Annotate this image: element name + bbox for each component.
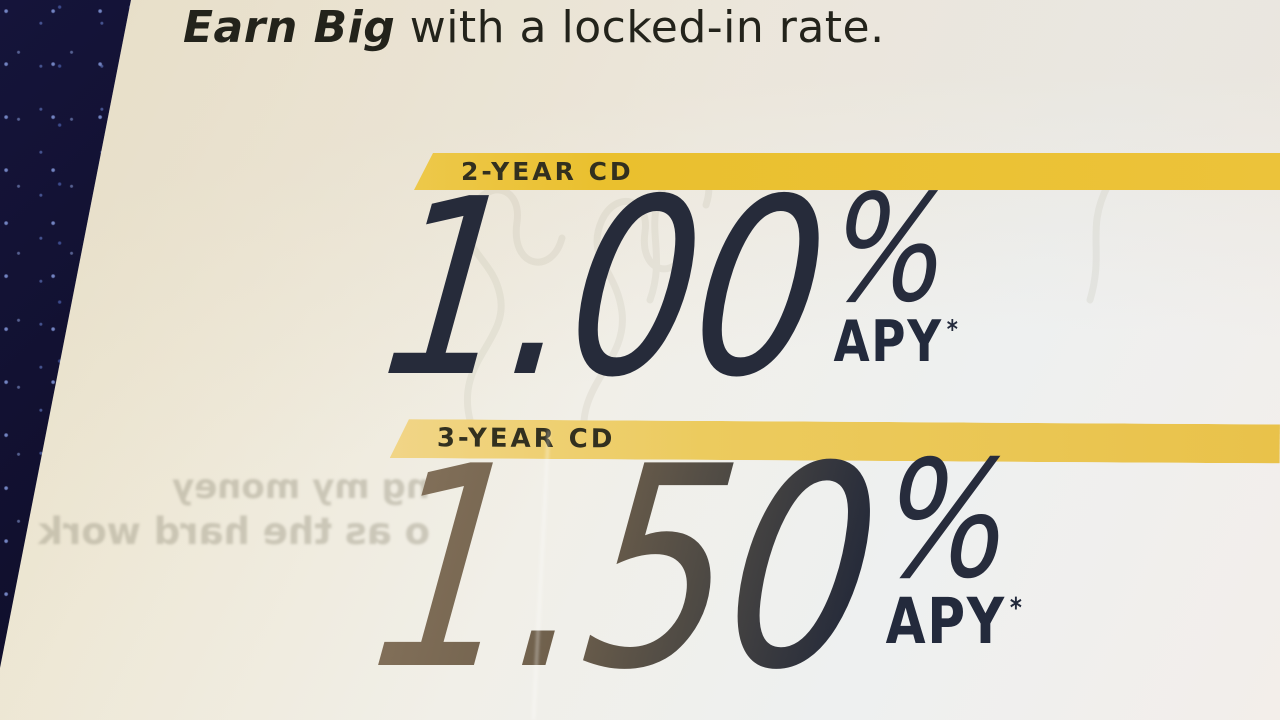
rate-lockup-3-year: 1.50 % APY * [359,407,1022,720]
percent-sign: % [877,427,1020,615]
headline: Earn Big with a locked-in rate. [183,2,885,53]
apy-label: APY [833,309,943,376]
footnote-asterisk: * [1009,591,1022,625]
term-banner-2-year: 2-YEAR CD [414,153,1280,190]
rate-value-2-year: 1.00 [371,147,837,431]
percent-apy-column: % APY * [826,163,958,376]
headline-rest: with a locked-in rate. [409,2,885,53]
rate-lockup-2-year: 1.00 % APY * [372,147,958,431]
headline-emphasis: Earn Big [183,2,396,53]
term-label-2-year: 2-YEAR CD [461,157,634,186]
rate-value-3-year: 1.50 [359,407,892,720]
footnote-asterisk: * [946,315,958,346]
apy-label: APY [885,585,1006,659]
apy-row: APY * [885,585,1022,659]
percent-apy-column: % APY * [877,427,1022,659]
percent-sign: % [826,163,957,335]
apy-row: APY * [833,309,958,376]
